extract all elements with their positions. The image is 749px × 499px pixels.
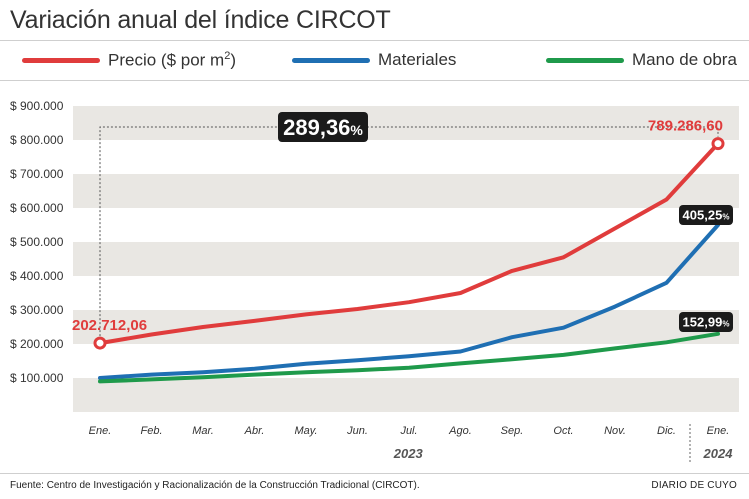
y-tick-label: $ 500.000	[10, 235, 64, 249]
grid-bands	[73, 106, 739, 412]
legend-label-precio: Precio ($ por m2)	[108, 49, 236, 70]
grid-band	[73, 310, 739, 344]
legend-item-mano-de-obra: Mano de obra	[546, 48, 737, 72]
total-change-callout-box	[278, 112, 368, 142]
end-value-label: 789.286,60	[648, 118, 723, 135]
mano-change-callout: 152,99%	[679, 312, 733, 332]
x-tick-label: Mar.	[192, 425, 214, 437]
materiales-change-callout-box	[679, 205, 733, 225]
start-value-label: 202.712,06	[72, 317, 147, 334]
year-label-2024: 2024	[703, 446, 734, 461]
y-tick-label: $ 400.000	[10, 269, 64, 283]
x-tick-label: Dic.	[657, 425, 676, 437]
legend-item-precio: Precio ($ por m2)	[22, 48, 236, 72]
divider-bottom	[0, 473, 749, 474]
x-tick-label: Jun.	[346, 425, 368, 437]
y-tick-label: $ 100.000	[10, 371, 64, 385]
legend-label-materiales: Materiales	[378, 50, 457, 69]
x-tick-label: Abr.	[244, 425, 265, 437]
source-note: Fuente: Centro de Investigación y Racion…	[10, 480, 420, 491]
legend-swatch-materiales	[292, 57, 370, 63]
legend: Precio ($ por m2) Materiales Mano de obr…	[0, 48, 749, 72]
x-tick-label: Nov.	[604, 425, 626, 437]
chart-title: Variación anual del índice CIRCOT	[10, 6, 391, 34]
grid-band	[73, 242, 739, 276]
y-tick-label: $ 700.000	[10, 167, 64, 181]
y-tick-label: $ 900.000	[10, 99, 64, 113]
brand-credit: DIARIO DE CUYO	[651, 480, 737, 491]
total-change-callout: 289,36%	[278, 112, 368, 142]
y-tick-label: $ 800.000	[10, 133, 64, 147]
legend-swatch-precio	[22, 57, 100, 63]
bracket-connector	[99, 126, 719, 337]
series-line-precio	[98, 141, 720, 346]
grid-band	[73, 378, 739, 412]
materiales-change-callout-text: 405,25%	[683, 208, 730, 223]
divider-legend	[0, 80, 749, 81]
materiales-change-callout: 405,25%	[679, 205, 733, 225]
start-marker	[93, 336, 107, 350]
series-line-mano-de-obra	[98, 331, 720, 384]
x-tick-label: Jul.	[399, 425, 417, 437]
x-tick-label: Sep.	[501, 425, 524, 437]
year-label-2023: 2023	[393, 446, 424, 461]
legend-item-materiales: Materiales	[292, 48, 456, 72]
mano-change-callout-text: 152,99%	[683, 315, 730, 330]
grid-band	[73, 174, 739, 208]
mano-change-callout-box	[679, 312, 733, 332]
x-tick-label: Ago.	[448, 425, 472, 437]
grid-band	[73, 106, 739, 140]
y-tick-label: $ 200.000	[10, 337, 64, 351]
total-change-callout-text: 289,36%	[283, 115, 363, 140]
y-tick-label: $ 300.000	[10, 303, 64, 317]
x-tick-label: May.	[294, 425, 317, 437]
y-tick-label: $ 600.000	[10, 201, 64, 215]
legend-swatch-mano-de-obra	[546, 57, 624, 63]
series-line-materiales	[98, 223, 720, 380]
x-tick-label: Ene.	[707, 425, 730, 437]
x-tick-label: Feb.	[140, 425, 162, 437]
end-marker	[711, 137, 725, 151]
divider-top	[0, 40, 749, 41]
x-tick-label: Oct.	[553, 425, 573, 437]
legend-label-mano-de-obra: Mano de obra	[632, 50, 737, 69]
x-tick-label: Ene.	[89, 425, 112, 437]
